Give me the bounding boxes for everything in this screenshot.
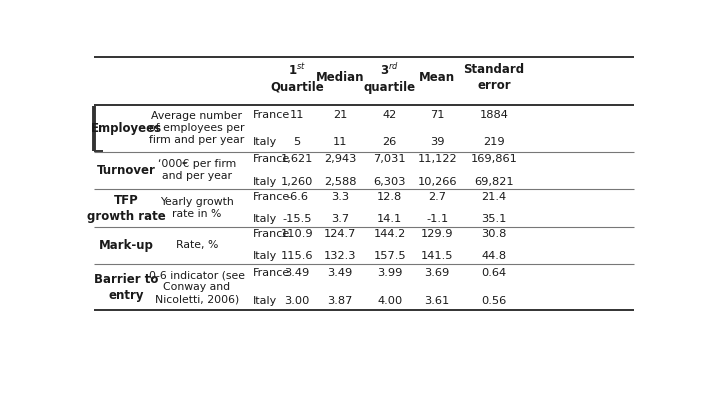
Text: 157.5: 157.5 [373, 252, 406, 261]
Text: 110.9: 110.9 [281, 229, 314, 239]
Text: France: France [253, 154, 290, 164]
Text: Employees: Employees [91, 122, 162, 135]
Text: 42: 42 [383, 109, 397, 120]
Text: 124.7: 124.7 [324, 229, 356, 239]
Text: 219: 219 [483, 137, 505, 147]
Text: 35.1: 35.1 [481, 214, 506, 224]
Text: 132.3: 132.3 [324, 252, 356, 261]
Text: 7,031: 7,031 [373, 154, 406, 164]
Text: 30.8: 30.8 [481, 229, 506, 239]
Text: 39: 39 [430, 137, 444, 147]
Text: Italy: Italy [253, 214, 277, 224]
Text: 0-6 indicator (see
Conway and
Nicoletti, 2006): 0-6 indicator (see Conway and Nicoletti,… [149, 270, 245, 304]
Text: France: France [253, 229, 290, 239]
Text: 3.87: 3.87 [328, 296, 353, 306]
Text: 69,821: 69,821 [474, 177, 513, 187]
Text: Rate, %: Rate, % [176, 241, 218, 250]
Text: 6,303: 6,303 [373, 177, 406, 187]
Text: Mean: Mean [419, 71, 455, 84]
Text: 1$^{st}$
Quartile: 1$^{st}$ Quartile [270, 62, 324, 94]
Text: Median: Median [316, 71, 365, 84]
Text: 14.1: 14.1 [377, 214, 402, 224]
Text: 21: 21 [333, 109, 348, 120]
Text: 44.8: 44.8 [481, 252, 506, 261]
Text: Barrier to
entry: Barrier to entry [94, 273, 159, 302]
Text: 3.00: 3.00 [284, 296, 310, 306]
Text: 21.4: 21.4 [481, 192, 506, 202]
Text: 129.9: 129.9 [421, 229, 454, 239]
Text: France: France [253, 268, 290, 278]
Text: 3.49: 3.49 [328, 268, 353, 278]
Text: Italy: Italy [253, 296, 277, 306]
Text: 2,943: 2,943 [324, 154, 356, 164]
Text: 1884: 1884 [479, 109, 508, 120]
Text: -1.1: -1.1 [426, 214, 448, 224]
Text: Average number
of employees per
firm and per year: Average number of employees per firm and… [149, 112, 245, 145]
Text: 11: 11 [333, 137, 348, 147]
Text: 169,861: 169,861 [471, 154, 518, 164]
Text: 2,588: 2,588 [324, 177, 356, 187]
Text: 3.49: 3.49 [284, 268, 310, 278]
Text: 2.7: 2.7 [428, 192, 446, 202]
Text: 10,266: 10,266 [417, 177, 457, 187]
Text: Mark-up: Mark-up [99, 239, 154, 252]
Text: Standard
error: Standard error [464, 63, 525, 92]
Text: 11: 11 [290, 109, 304, 120]
Text: France: France [253, 192, 290, 202]
Text: Italy: Italy [253, 137, 277, 147]
Text: TFP
growth rate: TFP growth rate [87, 194, 166, 223]
Text: 1,621: 1,621 [281, 154, 314, 164]
Text: 141.5: 141.5 [421, 252, 454, 261]
Text: 26: 26 [383, 137, 397, 147]
Text: 115.6: 115.6 [281, 252, 314, 261]
Text: 12.8: 12.8 [377, 192, 402, 202]
Text: 11,122: 11,122 [417, 154, 457, 164]
Text: France: France [253, 109, 290, 120]
Text: Italy: Italy [253, 252, 277, 261]
Text: 0.56: 0.56 [481, 296, 506, 306]
Text: 4.00: 4.00 [377, 296, 402, 306]
Text: 144.2: 144.2 [373, 229, 406, 239]
Text: 3.61: 3.61 [424, 296, 450, 306]
Text: 3.3: 3.3 [331, 192, 349, 202]
Text: 3.69: 3.69 [424, 268, 450, 278]
Text: -6.6: -6.6 [286, 192, 308, 202]
Text: Turnover: Turnover [97, 164, 156, 177]
Text: 3.99: 3.99 [377, 268, 402, 278]
Text: 5: 5 [294, 137, 301, 147]
Text: 0.64: 0.64 [481, 268, 506, 278]
Text: Yearly growth
rate in %: Yearly growth rate in % [160, 197, 234, 219]
Text: 71: 71 [430, 109, 444, 120]
Text: Italy: Italy [253, 177, 277, 187]
Text: -15.5: -15.5 [282, 214, 312, 224]
Text: ‘000€ per firm
and per year: ‘000€ per firm and per year [158, 160, 236, 182]
Text: 3$^{rd}$
quartile: 3$^{rd}$ quartile [363, 62, 416, 94]
Text: 3.7: 3.7 [331, 214, 349, 224]
Text: 1,260: 1,260 [281, 177, 314, 187]
